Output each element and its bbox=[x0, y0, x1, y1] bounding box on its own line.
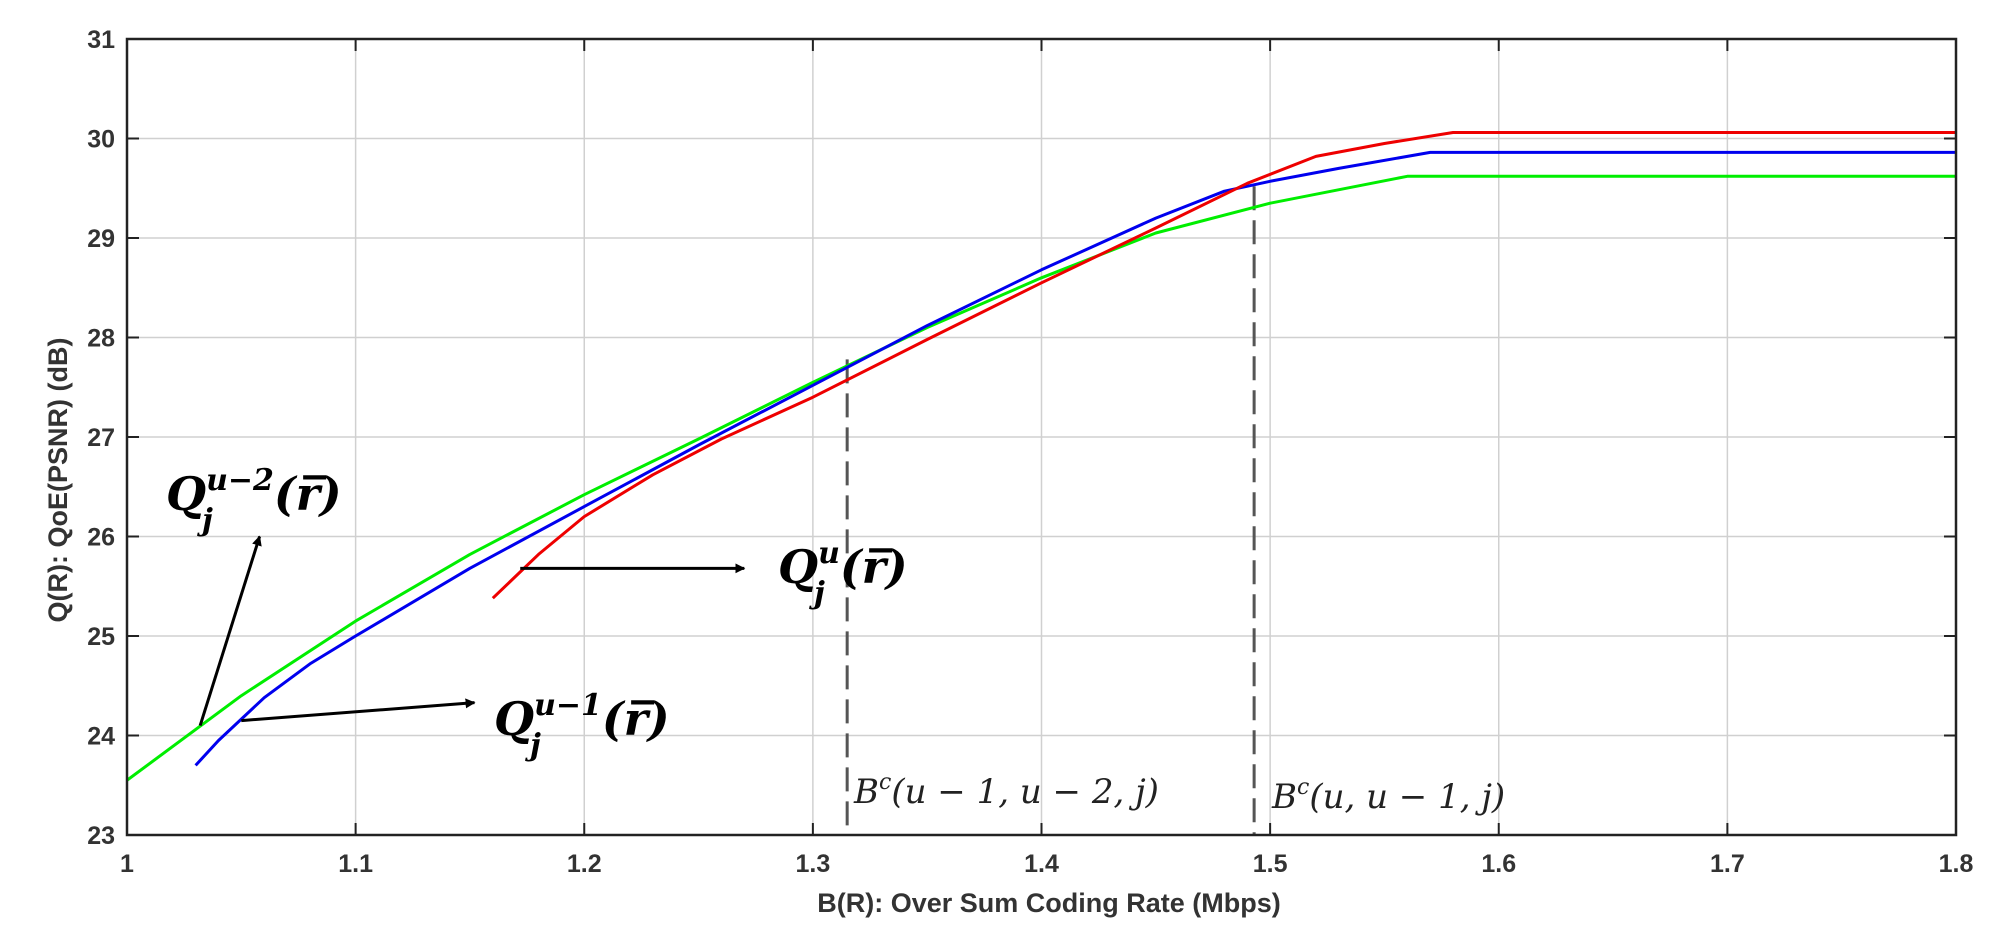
x-tick-label: 1.5 bbox=[1253, 850, 1288, 878]
svg-text:Bc(u, u − 1, j): Bc(u, u − 1, j) bbox=[1271, 775, 1505, 817]
svg-text:Bc(u − 1, u − 2, j): Bc(u − 1, u − 2, j) bbox=[853, 770, 1159, 812]
x-axis-label: B(R): Over Sum Coding Rate (Mbps) bbox=[817, 888, 1281, 918]
x-tick-label: 1 bbox=[120, 850, 134, 878]
svg-text:Qu−2(r̅): Qu−2(r̅) bbox=[166, 463, 342, 521]
tick-labels: 1 1.1 1.2 1.3 1.4 1.5 1.6 1.7 1.8 23 24 25 26 27 28 29 3… bbox=[87, 26, 1973, 878]
x-tick-label: 1.7 bbox=[1710, 850, 1745, 878]
y-tick-label: 23 bbox=[87, 822, 115, 850]
x-tick-label: 1.8 bbox=[1939, 850, 1974, 878]
annotation-bc-1: Bc(u − 1, u − 2, j) bbox=[853, 770, 1159, 812]
series-lines bbox=[126, 131, 1956, 782]
x-tick-label: 1.1 bbox=[338, 850, 373, 878]
annotation-arrow bbox=[241, 698, 476, 723]
annotation-q-u-minus-2: Qu−2(r̅) j bbox=[166, 463, 342, 538]
annotation-arrow bbox=[198, 535, 262, 726]
y-tick-label: 28 bbox=[87, 325, 115, 353]
y-tick-label: 24 bbox=[87, 723, 115, 751]
annotation-bc-2: Bc(u, u − 1, j) bbox=[1271, 775, 1505, 817]
series-line-1 bbox=[126, 174, 1956, 782]
plot-frame bbox=[125, 37, 1958, 837]
x-tick-label: 1.6 bbox=[1481, 850, 1516, 878]
y-axis-label: Q(R): QoE(PSNR) (dB) bbox=[43, 338, 73, 623]
x-tick-label: 1.2 bbox=[567, 850, 602, 878]
x-tick-label: 1.3 bbox=[795, 850, 830, 878]
y-tick-label: 31 bbox=[87, 26, 115, 54]
annotation-q-u-minus-1: Qu−1(r̅) j bbox=[494, 688, 670, 763]
y-tick-label: 25 bbox=[87, 623, 115, 651]
annotation-q-u: Qu(r̅) j bbox=[778, 536, 908, 611]
series-line-2 bbox=[194, 150, 1956, 767]
annotation-arrows bbox=[198, 535, 746, 726]
y-tick-label: 30 bbox=[87, 126, 115, 154]
svg-text:Qu−1(r̅): Qu−1(r̅) bbox=[494, 688, 670, 746]
grid bbox=[127, 39, 1956, 835]
svg-text:Qu(r̅): Qu(r̅) bbox=[778, 536, 908, 594]
vertical-dashed-lines bbox=[845, 186, 1256, 835]
y-tick-label: 26 bbox=[87, 524, 115, 552]
y-tick-label: 27 bbox=[87, 424, 115, 452]
x-tick-label: 1.4 bbox=[1024, 850, 1059, 878]
series-line-3 bbox=[491, 131, 1956, 600]
y-tick-label: 29 bbox=[87, 225, 115, 253]
